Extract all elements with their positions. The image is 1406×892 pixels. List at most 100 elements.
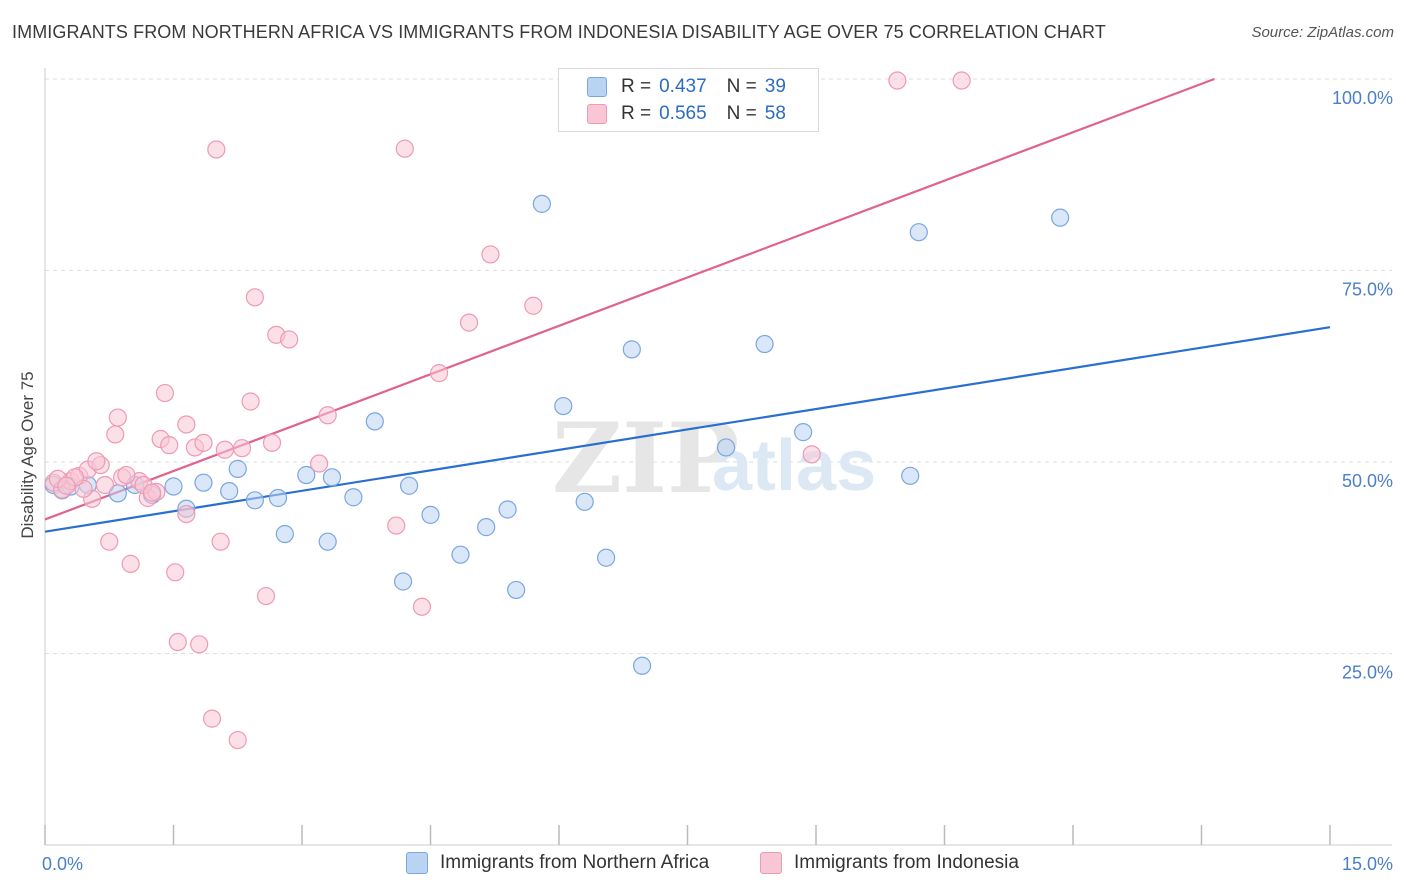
point-indonesia bbox=[177, 504, 196, 524]
point-indonesia bbox=[190, 635, 209, 654]
series-indonesia-points bbox=[44, 71, 971, 750]
point-northern-africa bbox=[322, 468, 342, 487]
point-indonesia bbox=[155, 383, 175, 403]
point-northern-africa bbox=[344, 488, 363, 507]
point-indonesia bbox=[429, 364, 449, 383]
point-indonesia bbox=[168, 632, 187, 652]
point-indonesia bbox=[387, 516, 406, 535]
point-northern-africa bbox=[318, 532, 337, 551]
point-northern-africa bbox=[909, 223, 928, 242]
point-indonesia bbox=[952, 71, 971, 90]
legend-r-value: 0.565 bbox=[659, 103, 707, 124]
legend-r-label: R = bbox=[621, 76, 652, 97]
point-northern-africa bbox=[365, 412, 384, 431]
point-northern-africa bbox=[245, 491, 264, 510]
point-indonesia bbox=[177, 415, 196, 434]
legend-n-value: 39 bbox=[764, 76, 786, 97]
point-northern-africa bbox=[575, 492, 594, 511]
y-tick-label: 75.0% bbox=[1342, 280, 1393, 300]
point-northern-africa bbox=[716, 438, 736, 457]
point-northern-africa bbox=[228, 459, 247, 478]
point-northern-africa bbox=[275, 524, 294, 544]
point-northern-africa bbox=[268, 488, 288, 508]
point-northern-africa bbox=[507, 580, 526, 600]
point-northern-africa bbox=[164, 477, 183, 496]
y-tick-label: 50.0% bbox=[1342, 471, 1393, 491]
point-northern-africa bbox=[632, 656, 652, 675]
series-legend: Immigrants from Northern Africa Immigran… bbox=[0, 852, 1406, 878]
point-indonesia bbox=[106, 425, 125, 444]
point-indonesia bbox=[802, 445, 821, 464]
point-indonesia bbox=[395, 139, 414, 158]
legend-row-northern-africa: R = 0.437 N = 39 bbox=[587, 75, 786, 99]
point-indonesia bbox=[241, 392, 260, 411]
point-indonesia bbox=[412, 597, 432, 616]
tick-labels: 25.0% 50.0% 75.0% 100.0% 0.0% 15.0% Disability… bbox=[18, 88, 1393, 874]
point-indonesia bbox=[211, 532, 230, 551]
legend-label-northern-africa: Immigrants from Northern Africa bbox=[440, 852, 710, 873]
legend-swatch-indonesia bbox=[760, 852, 782, 874]
y-tick-label: 25.0% bbox=[1342, 663, 1393, 683]
point-indonesia bbox=[481, 245, 500, 264]
x-tick-label: 0.0% bbox=[42, 854, 83, 874]
point-indonesia bbox=[215, 440, 234, 459]
chart-title: IMMIGRANTS FROM NORTHERN AFRICA VS IMMIG… bbox=[12, 22, 1106, 42]
point-indonesia bbox=[459, 313, 479, 332]
point-indonesia bbox=[108, 408, 127, 427]
legend-row-indonesia: R = 0.565 N = 58 bbox=[587, 102, 786, 126]
point-indonesia bbox=[256, 586, 276, 606]
point-indonesia bbox=[87, 452, 106, 471]
x-tick-label: 15.0% bbox=[1342, 854, 1393, 874]
y-axis-title: Disability Age Over 75 bbox=[18, 371, 37, 538]
point-northern-africa bbox=[901, 466, 920, 485]
legend-swatch-indonesia bbox=[587, 104, 607, 124]
point-northern-africa bbox=[498, 500, 517, 519]
point-northern-africa bbox=[794, 423, 813, 442]
legend-n-label: N = bbox=[726, 103, 757, 124]
point-indonesia bbox=[318, 406, 337, 425]
legend-swatch-northern-africa bbox=[587, 77, 607, 97]
point-northern-africa bbox=[393, 572, 413, 591]
y-tick-label: 100.0% bbox=[1332, 88, 1393, 108]
point-indonesia bbox=[95, 475, 115, 495]
legend-item-indonesia: Immigrants from Indonesia bbox=[760, 852, 1019, 874]
point-indonesia bbox=[100, 532, 119, 551]
point-northern-africa bbox=[622, 340, 641, 359]
point-indonesia bbox=[142, 483, 162, 502]
point-northern-africa bbox=[532, 194, 551, 213]
point-indonesia bbox=[194, 433, 213, 452]
point-northern-africa bbox=[399, 476, 419, 495]
point-indonesia bbox=[160, 436, 179, 455]
legend-n-label: N = bbox=[726, 76, 757, 97]
point-northern-africa bbox=[1051, 208, 1070, 227]
series-northern-africa-points bbox=[44, 194, 1070, 675]
point-northern-africa bbox=[597, 548, 616, 567]
point-indonesia bbox=[57, 476, 76, 495]
point-indonesia bbox=[245, 288, 264, 307]
source-credit: Source: ZipAtlas.com bbox=[1251, 24, 1394, 41]
point-indonesia bbox=[228, 730, 247, 750]
grid-lines bbox=[45, 78, 1392, 654]
point-indonesia bbox=[524, 296, 543, 315]
point-northern-africa bbox=[194, 473, 213, 492]
legend-r-label: R = bbox=[621, 103, 652, 124]
point-northern-africa bbox=[421, 505, 440, 524]
correlation-legend: R = 0.437 N = 39 R = 0.565 N = 58 bbox=[558, 68, 819, 132]
watermark-atlas: atlas bbox=[712, 426, 876, 506]
point-indonesia bbox=[121, 554, 140, 573]
point-indonesia bbox=[310, 454, 329, 473]
point-northern-africa bbox=[477, 518, 496, 537]
point-indonesia bbox=[262, 433, 282, 452]
legend-swatch-northern-africa bbox=[406, 852, 428, 874]
point-indonesia bbox=[280, 330, 299, 349]
axes bbox=[44, 68, 1392, 846]
point-northern-africa bbox=[297, 465, 316, 485]
point-indonesia bbox=[202, 709, 222, 728]
point-indonesia bbox=[166, 563, 185, 582]
point-northern-africa bbox=[755, 334, 774, 354]
legend-item-northern-africa: Immigrants from Northern Africa bbox=[406, 852, 709, 874]
point-northern-africa bbox=[554, 396, 573, 416]
point-northern-africa bbox=[220, 482, 239, 501]
